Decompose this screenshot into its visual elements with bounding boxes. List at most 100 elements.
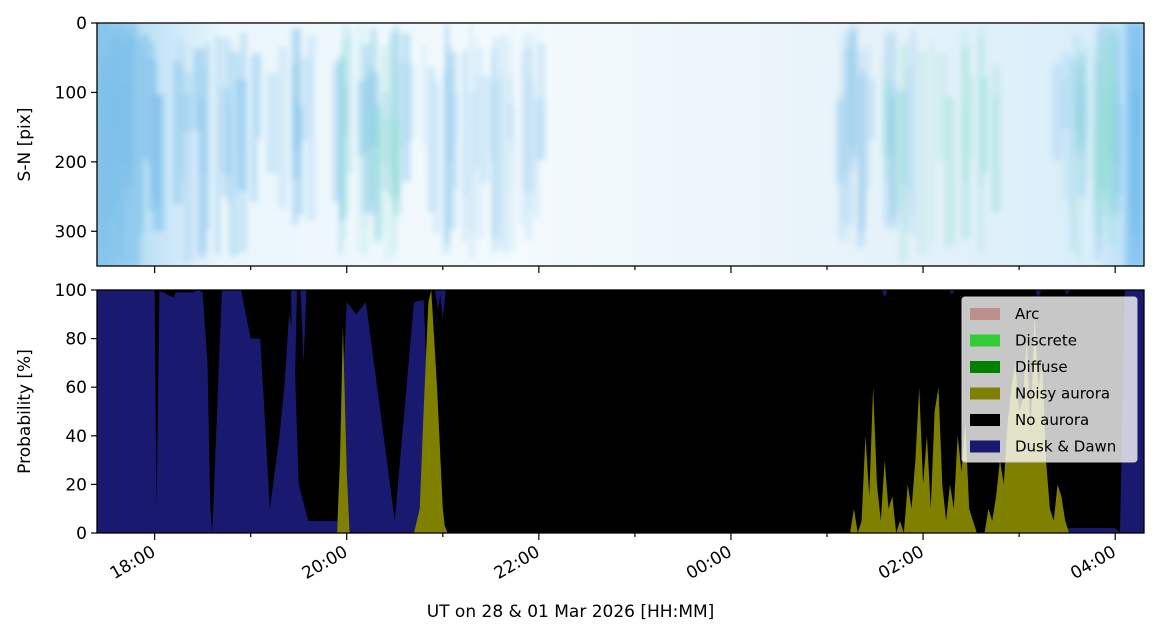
keogram-streak — [1108, 63, 1116, 149]
y-tick-label: 0 — [76, 524, 87, 544]
keogram-streak — [356, 25, 367, 253]
keogram-streak — [856, 51, 865, 247]
keogram-streak — [881, 55, 887, 156]
x-tick-label: 22:00 — [491, 542, 543, 584]
y-tick-label: 300 — [55, 222, 87, 242]
series-fringe-dusk-dawn — [1064, 290, 1071, 295]
keogram-y-ticks: 0 100 200 300 — [55, 14, 97, 242]
keogram-streak — [520, 51, 525, 225]
keogram-streak — [512, 24, 515, 153]
keogram-streak — [140, 34, 150, 159]
keogram-streak — [139, 45, 144, 234]
x-axis-label: UT on 28 & 01 Mar 2026 [HH:MM] — [427, 602, 715, 622]
probability-y-axis-label: Probability [%] — [15, 349, 35, 474]
keogram-streak — [342, 24, 349, 217]
keogram-streaks — [97, 23, 1144, 266]
keogram-streak — [491, 37, 502, 238]
series-fringe-dusk-dawn — [881, 290, 888, 298]
keogram-streak — [204, 42, 210, 229]
series-fringe-dusk-dawn — [948, 290, 955, 295]
keogram-streak — [912, 27, 917, 237]
keogram-streak — [1076, 49, 1086, 161]
keogram-streak — [930, 40, 934, 246]
keogram-streak — [534, 96, 540, 220]
keogram-streak — [371, 29, 376, 245]
series-area-dusk-dawn — [97, 290, 1144, 533]
keogram-streak — [154, 95, 161, 209]
keogram-streak — [1073, 105, 1079, 258]
x-tick-label: 02:00 — [875, 542, 927, 584]
keogram-streak — [427, 66, 435, 212]
x-tick-label: 18:00 — [107, 542, 159, 584]
keogram-streak — [236, 79, 248, 191]
probability-x-ticks: 18:00 20:00 22:00 00:00 02:00 04:00 — [107, 533, 1120, 584]
keogram-streak — [491, 53, 495, 162]
keogram-streak — [1067, 61, 1075, 217]
keogram-streak — [1062, 77, 1070, 199]
x-tick-label: 04:00 — [1067, 542, 1119, 584]
keogram-streak — [935, 52, 948, 161]
legend-swatch-diffuse — [970, 361, 1000, 373]
y-tick-label: 60 — [65, 378, 87, 398]
keogram-streak — [400, 61, 403, 149]
keogram-streak — [488, 80, 492, 152]
keogram-streak — [331, 59, 339, 204]
keogram-streak — [338, 120, 343, 178]
keogram-streak — [522, 32, 535, 193]
keogram-streak — [480, 75, 490, 183]
keogram-streak — [306, 35, 316, 222]
keogram-streak — [363, 112, 367, 256]
keogram-streak — [1061, 52, 1071, 130]
keogram-streak — [278, 46, 288, 209]
keogram-streak — [863, 44, 872, 189]
probability-y-ticks: 0 20 40 60 80 100 — [55, 281, 97, 544]
series-area-noisy-aurora — [97, 290, 1144, 533]
series-fringe-dusk-dawn — [434, 290, 441, 310]
keogram-streak — [500, 35, 509, 254]
keogram-streak — [376, 106, 382, 244]
keogram-panel: 0 100 200 300 S-N [pix] — [15, 14, 1145, 273]
keogram-streak — [906, 38, 911, 198]
keogram-frame — [96, 22, 1145, 267]
keogram-streak — [1093, 120, 1102, 235]
keogram-streak — [347, 32, 353, 173]
keogram-streak — [468, 93, 477, 260]
legend-swatch-noisy-aurora — [970, 387, 1000, 400]
legend-swatch-no-aurora — [970, 414, 1000, 426]
keogram-streak — [1082, 43, 1094, 182]
keogram-streak — [183, 72, 193, 262]
keogram-streak — [256, 52, 262, 138]
keogram-streak — [890, 114, 894, 164]
legend-swatch-arc — [970, 308, 1000, 320]
legend-swatch-discrete — [970, 334, 1000, 347]
keogram-streak — [1126, 23, 1144, 266]
keogram-streak — [475, 47, 485, 238]
keogram-streak — [97, 23, 137, 266]
keogram-streak — [266, 73, 278, 174]
series-fringe-dusk-dawn — [300, 290, 307, 363]
keogram-streak — [835, 100, 846, 184]
keogram-streak — [145, 59, 152, 164]
legend-label-arc: Arc — [1015, 305, 1039, 323]
x-tick-label: 20:00 — [299, 542, 351, 584]
keogram-streak — [197, 96, 206, 259]
keogram-streak — [992, 96, 999, 215]
y-tick-label: 100 — [55, 83, 87, 103]
keogram-streak — [238, 55, 241, 153]
keogram-streak — [842, 47, 854, 225]
y-tick-label: 40 — [65, 427, 87, 447]
keogram-streak — [898, 46, 908, 265]
keogram-streak — [1052, 64, 1063, 161]
keogram-y-axis-label: S-N [pix] — [15, 108, 35, 182]
series-fringe-dusk-dawn — [439, 290, 446, 320]
keogram-streak — [916, 51, 928, 256]
y-tick-label: 20 — [65, 475, 87, 495]
keogram-streak — [960, 30, 969, 181]
keogram-streak — [893, 92, 903, 207]
keogram-streak — [392, 73, 397, 254]
keogram-x-ticks — [154, 266, 1116, 273]
y-tick-label: 0 — [76, 14, 87, 34]
keogram-streak — [1096, 91, 1107, 216]
keogram-streak — [944, 96, 955, 246]
